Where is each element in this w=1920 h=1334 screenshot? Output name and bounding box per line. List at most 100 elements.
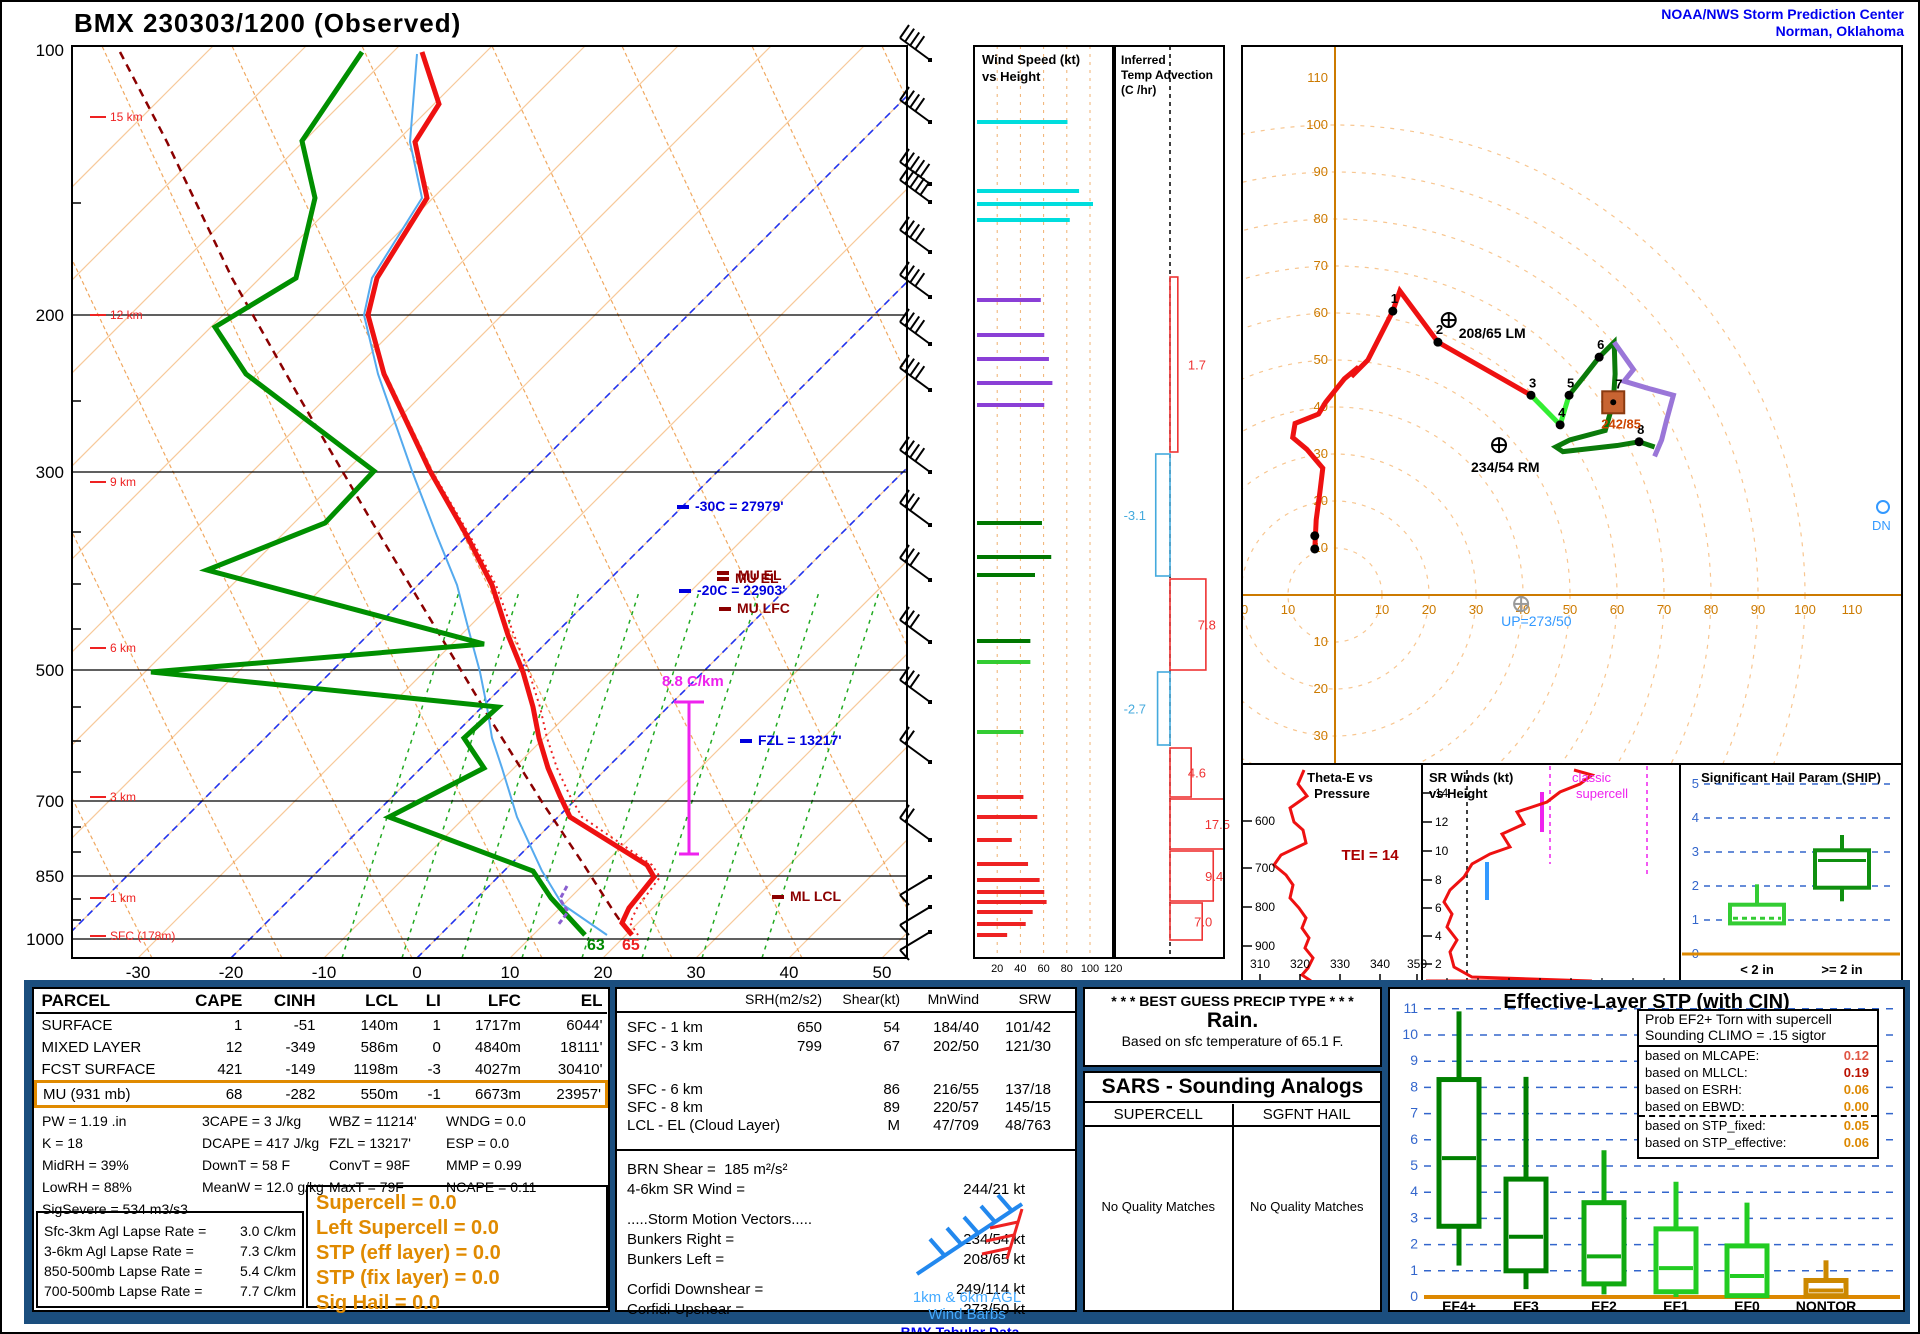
svg-text:90: 90 [1751,602,1765,617]
theta-e-pressure-label: 700 [1255,861,1275,875]
sr-height-label: 4 [1435,929,1442,943]
parcel-col-header: CAPE [178,989,247,1014]
credit-line-1: NOAA/NWS Storm Prediction Center [1661,6,1904,22]
svg-text:Temp Advection: Temp Advection [1121,68,1213,82]
stp-category-label: EF3 [1513,1298,1539,1310]
hodo-trace-0-3km [1289,285,1533,550]
svg-text:110: 110 [1842,602,1863,617]
advection-bar [1154,453,1171,577]
ship-y-label: 4 [1692,810,1699,825]
srh-cell: 89 [883,1099,900,1116]
advection-bar [1169,578,1207,671]
stp-category-label: EF2 [1591,1298,1617,1310]
parcel-stats-box: PARCEL CAPE CINH LCL LI LFC EL SURFACE 1 -51 140m 1… [32,987,610,1314]
credit-line-2: Norman, Oklahoma [1775,23,1904,39]
storm-motion-divider: .....Storm Motion Vectors..... [627,1211,813,1228]
lapse-rate-label: 850-500mb Lapse Rate = [44,1263,203,1279]
theta-e-pressure-label: 600 [1255,814,1275,828]
hodo-ring-label: 110 [1307,70,1328,85]
stp-y-label: 8 [1410,1078,1418,1094]
svg-text:10: 10 [1281,602,1295,617]
parcel-col-header: LI [402,989,445,1014]
svg-text:(C /hr): (C /hr) [1121,83,1156,97]
surface-stat: 3CAPE = 3 J/kg [202,1113,302,1129]
pressure-label: 300 [36,463,64,482]
parcel-cell: -3 [427,1061,441,1078]
stp-prob-row: based on MLCAPE: 0.12 [1645,1048,1869,1063]
stp-boxplot [1653,1226,1699,1295]
sars-result: No Quality Matches [1250,1199,1364,1214]
precip-type-box: * * * BEST GUESS PRECIP TYPE * * * Rain. B… [1083,987,1382,1067]
temp-axis-label: 0 [412,963,421,982]
lapse-rate-row: 3-6km Agl Lapse Rate = 7.3 C/km [44,1243,296,1259]
advection-value: 17.5 [1205,817,1230,832]
hazard-index: Sig Hail = 0.0 [316,1292,440,1314]
height-label: 9 km [110,475,136,489]
wind-panel-title: Wind Speed (kt) [982,52,1080,67]
tabular-data-link[interactable]: BMX Tabular Data [900,1324,1020,1334]
hodo-height-marker: 4 [1558,405,1566,420]
surface-stat: WBZ = 11214' [329,1113,417,1129]
height-label: SFC (178m) [110,929,175,943]
wind-axis-label: 40 [1014,963,1026,975]
parcel-cell: 1717m [475,1017,521,1034]
stp-prob-value: 0.06 [1843,1135,1869,1150]
temp-axis-label: 20 [594,963,613,982]
temp-axis-label: 30 [687,963,706,982]
parcel-cell: -282 [246,1080,320,1108]
stp-y-label: 6 [1410,1131,1418,1147]
stp-boxplot [1581,1200,1627,1287]
stp-boxplot [1803,1277,1849,1299]
lapse-rate-row: 850-500mb Lapse Rate = 5.4 C/km [44,1263,296,1279]
stp-y-label: 10 [1402,1026,1418,1042]
pressure-label: 1000 [26,930,64,949]
parcel-cell: 1198m [353,1061,399,1078]
stp-y-label: 7 [1410,1105,1418,1121]
surface-stat: MeanW = 12.0 g/kg [202,1179,324,1195]
theta-e-x-label: 310 [1250,957,1270,971]
lapse-rate-label: 700-500mb Lapse Rate = [44,1283,203,1299]
svg-text:7: 7 [1615,376,1622,391]
ship-box [1728,902,1786,926]
svg-text:vs Height: vs Height [982,69,1041,84]
stp-prob-value: 0.00 [1843,1099,1869,1114]
stp-y-label: 4 [1410,1183,1418,1199]
stp-prob-row: based on MLLCL: 0.19 [1645,1065,1869,1080]
pressure-label: 500 [36,661,64,680]
stp-boxplot [1503,1176,1549,1274]
advection-value: 7.8 [1198,618,1216,633]
pressure-label: 850 [36,867,64,886]
parcel-cell: 68 [178,1080,247,1108]
stp-legend-header: Sounding CLIMO = .15 sigtor [1639,1027,1877,1047]
parcel-cell: 4027m [475,1061,521,1078]
parcel-cell: MU (931 mb) [33,1080,179,1108]
lapse-rate-row: 700-500mb Lapse Rate = 7.7 C/km [44,1283,296,1299]
hodo-ring-label: 80 [1314,211,1328,226]
lapse-rate-value: 7.7 C/km [239,1283,296,1299]
srh-cell: 799 [796,1038,822,1055]
agency-credit: NOAA/NWS Storm Prediction Center Norman,… [1661,6,1904,40]
parcel-cell: 6673m [444,1080,525,1108]
svg-text:10: 10 [1314,634,1328,649]
srh-cell: 184/40 [933,1019,979,1036]
srh-row-label: SFC - 6 km [627,1081,703,1098]
svg-text:100: 100 [1794,602,1816,617]
kinematic-value: 249/114 kt [956,1281,1025,1298]
hodo-height-marker: 5 [1567,375,1574,390]
srh-row-label: SFC - 1 km [627,1019,703,1036]
parcel-cell: 30410' [557,1061,603,1078]
svg-text:60: 60 [1610,602,1624,617]
srh-col-header: MnWind [927,991,979,1007]
srh-cell: 216/55 [933,1081,979,1098]
right-mover-label: 234/54 RM [1471,459,1539,475]
surface-stat: LowRH = 88% [42,1179,132,1195]
parcel-col-header: PARCEL [35,989,179,1014]
parcel-trace-curve [118,51,632,936]
stp-prob-row: based on ESRH: 0.06 [1645,1082,1869,1097]
parcel-cell: 1 [432,1017,441,1034]
advection-value: -3.1 [1124,508,1146,523]
parcel-cell: FCST SURFACE [41,1061,156,1078]
hazard-index: STP (eff layer) = 0.0 [316,1242,501,1264]
srh-cell: 145/15 [1005,1099,1051,1116]
